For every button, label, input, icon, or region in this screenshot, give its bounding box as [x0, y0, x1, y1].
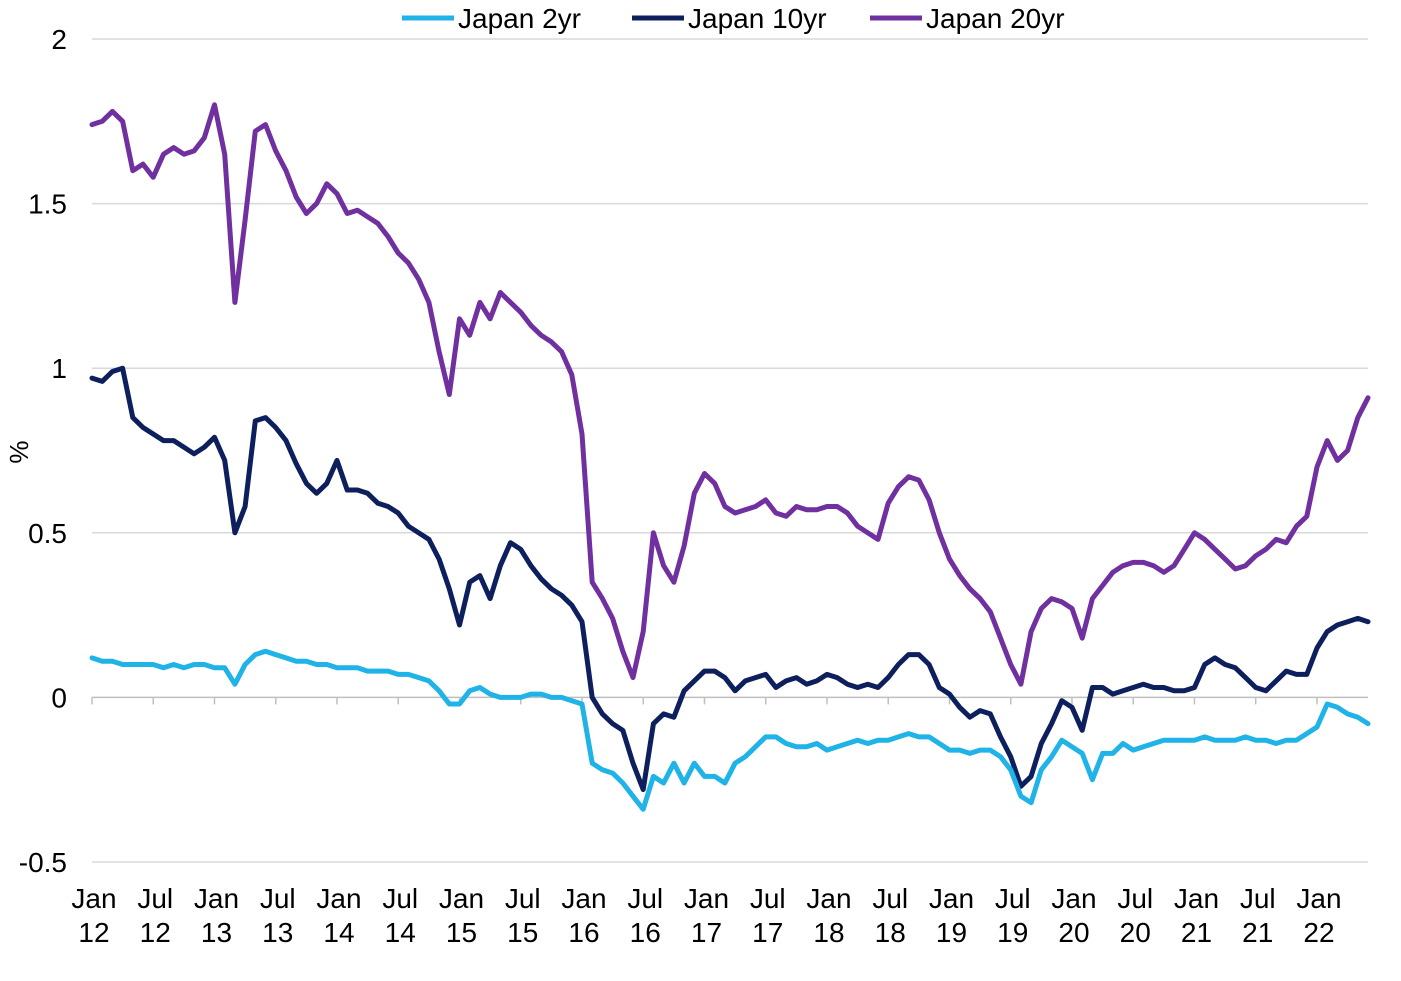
- x-tick-label-year: 14: [385, 917, 416, 948]
- x-tick-label-month: Jul: [1240, 883, 1276, 914]
- legend-item-japan-2yr: Japan 2yr: [402, 3, 581, 34]
- x-tick-label-month: Jan: [684, 883, 729, 914]
- x-tick-label-month: Jan: [1174, 883, 1219, 914]
- x-tick-label-month: Jan: [316, 883, 361, 914]
- x-tick-label-month: Jul: [627, 883, 663, 914]
- legend-item-japan-10yr: Japan 10yr: [632, 3, 827, 34]
- x-tick-label-month: Jan: [439, 883, 484, 914]
- gridlines: [92, 38, 1368, 863]
- x-tick-label-year: 21: [1181, 917, 1212, 948]
- x-tick-label-month: Jul: [137, 883, 173, 914]
- x-tick-label-year: 20: [1120, 917, 1151, 948]
- legend-item-japan-20yr: Japan 20yr: [870, 3, 1065, 34]
- x-tick-label-year: 15: [507, 917, 538, 948]
- legend: Japan 2yr Japan 10yr Japan 20yr: [402, 3, 1065, 34]
- x-tick-label-year: 21: [1242, 917, 1273, 948]
- x-tick-label-year: 22: [1303, 917, 1334, 948]
- x-tick-label-year: 12: [78, 917, 109, 948]
- x-tick-label-month: Jan: [806, 883, 851, 914]
- x-tick-label-month: Jul: [995, 883, 1031, 914]
- x-tick-label-year: 18: [875, 917, 906, 948]
- x-tick-label-month: Jul: [505, 883, 541, 914]
- x-tick-label-year: 17: [691, 917, 722, 948]
- y-tick-label: -0.5: [19, 847, 67, 878]
- x-tick-label-year: 19: [997, 917, 1028, 948]
- series-line-japan-10yr: [89, 365, 1371, 793]
- x-tick-label-month: Jul: [750, 883, 786, 914]
- x-tick-label-year: 12: [140, 917, 171, 948]
- x-tick-label-year: 13: [201, 917, 232, 948]
- y-tick-label: 2: [51, 24, 67, 55]
- x-tick-label-month: Jul: [872, 883, 908, 914]
- y-tick-label: 1.5: [28, 189, 67, 220]
- x-tick-label-month: Jan: [561, 883, 606, 914]
- x-tick-label-month: Jul: [382, 883, 418, 914]
- x-tick-label-year: 15: [446, 917, 477, 948]
- x-tick-label-month: Jan: [929, 883, 974, 914]
- legend-label: Japan 2yr: [458, 3, 581, 34]
- series-line-japan-2yr: [89, 648, 1371, 812]
- x-tick-label-month: Jan: [1296, 883, 1341, 914]
- y-axis: -0.5 0 0.5 1 1.5 2: [19, 24, 67, 878]
- x-tick-label-year: 16: [568, 917, 599, 948]
- legend-label: Japan 10yr: [688, 3, 827, 34]
- y-tick-label: 0: [51, 682, 67, 713]
- x-tick-label-month: Jul: [1117, 883, 1153, 914]
- y-tick-label: 1: [51, 353, 67, 384]
- x-tick-label-year: 20: [1058, 917, 1089, 948]
- x-tick-label-month: Jul: [260, 883, 296, 914]
- plot-area: [89, 102, 1371, 812]
- y-tick-label: 0.5: [28, 518, 67, 549]
- y-axis-title: %: [4, 440, 34, 463]
- x-axis: Jan12Jul12Jan13Jul13Jan14Jul14Jan15Jul15…: [71, 697, 1342, 948]
- x-tick-label-year: 14: [323, 917, 354, 948]
- x-tick-label-month: Jan: [194, 883, 239, 914]
- x-tick-label-year: 19: [936, 917, 967, 948]
- x-tick-label-year: 18: [813, 917, 844, 948]
- x-tick-label-month: Jan: [1051, 883, 1096, 914]
- legend-label: Japan 20yr: [926, 3, 1065, 34]
- series-line-japan-20yr: [89, 102, 1371, 687]
- x-tick-label-year: 13: [262, 917, 293, 948]
- x-tick-label-month: Jan: [71, 883, 116, 914]
- x-tick-label-year: 16: [630, 917, 661, 948]
- x-tick-label-year: 17: [752, 917, 783, 948]
